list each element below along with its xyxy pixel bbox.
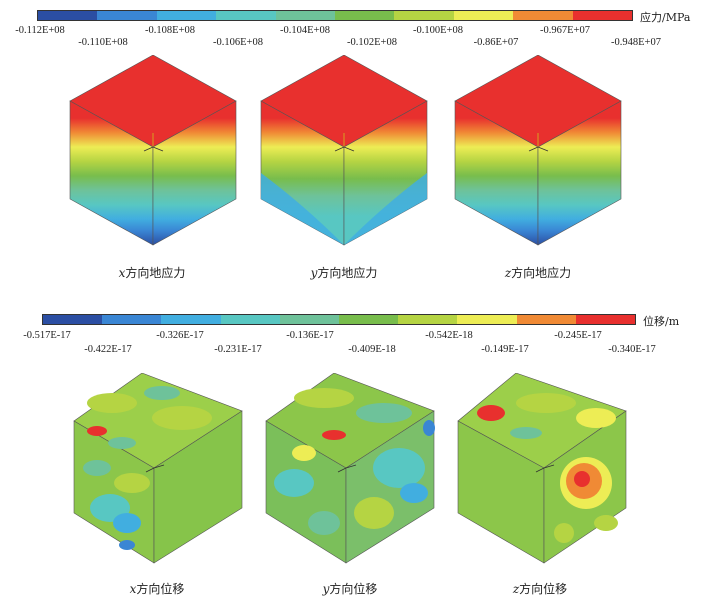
color-segment <box>572 11 633 20</box>
color-segment <box>335 11 395 20</box>
stress-color-bar <box>37 10 633 21</box>
z-stress-cube <box>454 55 622 246</box>
color-segment <box>513 11 573 20</box>
z-stress-caption: z方向地应力 <box>504 266 572 280</box>
stress-tick: -0.102E+08 <box>347 37 397 48</box>
y-displacement-caption: y方向位移 <box>322 582 378 596</box>
stress-tick: -0.100E+08 <box>413 25 463 36</box>
color-segment <box>394 11 454 20</box>
displacement-tick: -0.517E-17 <box>23 330 71 341</box>
stress-tick: -0.110E+08 <box>78 37 128 48</box>
displacement-tick: -0.149E-17 <box>481 344 529 355</box>
y-stress-caption: y方向地应力 <box>310 266 378 280</box>
displacement-tick: -0.245E-17 <box>554 330 602 341</box>
z-displacement-caption: z方向位移 <box>512 582 568 596</box>
color-segment <box>216 11 276 20</box>
color-segment <box>398 315 458 324</box>
color-segment <box>43 315 103 324</box>
displacement-tick: -0.231E-17 <box>214 344 262 355</box>
color-segment <box>279 315 340 324</box>
color-segment <box>457 315 517 324</box>
displacement-tick: -0.422E-17 <box>84 344 132 355</box>
x-displacement-cube <box>73 373 243 564</box>
displacement-tick: -0.542E-18 <box>425 330 473 341</box>
x-displacement-caption: x方向位移 <box>129 582 185 596</box>
z-displacement-cube <box>457 373 627 564</box>
displacement-tick: -0.326E-17 <box>156 330 204 341</box>
displacement-legend-unit: 位移/m <box>643 315 680 328</box>
stress-tick: -0.86E+07 <box>473 37 519 48</box>
displacement-tick: -0.136E-17 <box>286 330 334 341</box>
displacement-tick: -0.409E-18 <box>348 344 396 355</box>
color-segment <box>516 315 576 324</box>
color-segment <box>453 11 514 20</box>
color-segment <box>339 315 399 324</box>
color-segment <box>97 11 157 20</box>
color-segment <box>161 315 221 324</box>
y-stress-cube <box>260 55 428 246</box>
x-stress-cube <box>69 55 237 246</box>
x-stress-caption: x方向地应力 <box>118 266 186 280</box>
stress-tick: -0.106E+08 <box>213 37 263 48</box>
stress-tick: -0.108E+08 <box>145 25 195 36</box>
stress-tick: -0.967E+07 <box>540 25 590 36</box>
displacement-color-bar <box>42 314 636 325</box>
stress-tick: -0.112E+08 <box>15 25 65 36</box>
color-segment <box>275 11 336 20</box>
color-segment <box>220 315 280 324</box>
color-segment <box>38 11 98 20</box>
color-segment <box>575 315 636 324</box>
stress-tick: -0.104E+08 <box>280 25 330 36</box>
stress-tick: -0.948E+07 <box>611 37 661 48</box>
y-displacement-cube <box>265 373 435 564</box>
displacement-tick: -0.340E-17 <box>608 344 656 355</box>
stress-legend-unit: 应力/MPa <box>640 11 691 24</box>
color-segment <box>156 11 217 20</box>
color-segment <box>102 315 162 324</box>
